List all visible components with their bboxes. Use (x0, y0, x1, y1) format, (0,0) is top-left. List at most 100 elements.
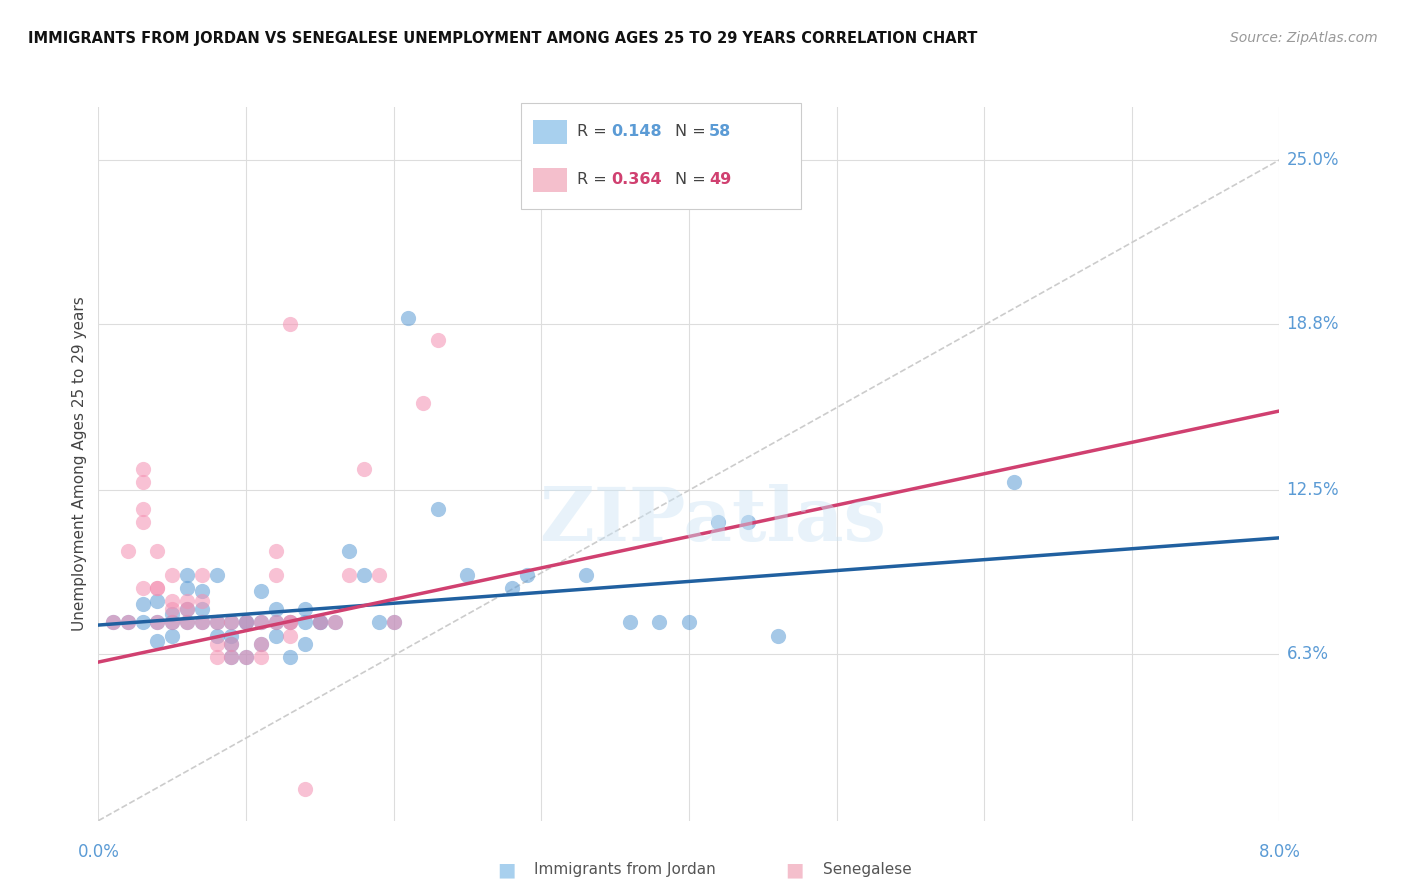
Point (205, 615, 228, 630)
Point (132, 581, 155, 595)
Point (219, 636, 242, 650)
Point (367, 615, 389, 630)
Point (353, 567, 375, 582)
Text: Immigrants from Jordan: Immigrants from Jordan (534, 863, 716, 877)
Point (278, 649, 301, 664)
Point (146, 544, 169, 558)
Point (132, 615, 155, 630)
Text: R =: R = (576, 172, 607, 187)
Point (250, 636, 273, 650)
Point (382, 615, 405, 630)
Point (264, 615, 287, 630)
Text: R =: R = (576, 124, 607, 139)
Point (191, 594, 214, 608)
Point (117, 615, 139, 630)
Point (162, 602, 183, 616)
Point (337, 567, 360, 582)
Text: 0.148: 0.148 (610, 124, 661, 139)
Point (191, 583, 214, 598)
Point (146, 634, 169, 648)
Point (162, 629, 183, 643)
Point (176, 567, 198, 582)
Point (278, 615, 301, 630)
Point (162, 567, 183, 582)
Point (766, 629, 789, 643)
Point (117, 544, 139, 558)
Point (162, 607, 183, 622)
Point (250, 615, 273, 630)
Text: 18.8%: 18.8% (1286, 315, 1339, 333)
Point (353, 462, 375, 476)
Point (235, 615, 257, 630)
Text: Senegalese: Senegalese (823, 863, 911, 877)
Point (219, 615, 242, 630)
Point (619, 615, 641, 630)
Point (250, 649, 273, 664)
Point (219, 649, 242, 664)
Point (191, 615, 214, 630)
Point (367, 567, 389, 582)
Point (412, 396, 434, 410)
Point (176, 615, 198, 630)
Point (205, 649, 228, 664)
Point (308, 615, 332, 630)
Point (219, 629, 242, 643)
Point (132, 501, 155, 516)
Point (117, 615, 139, 630)
Text: 6.3%: 6.3% (1286, 645, 1329, 663)
Text: N =: N = (675, 172, 706, 187)
Point (1002, 475, 1025, 490)
Point (162, 594, 183, 608)
Point (264, 615, 287, 630)
Point (205, 567, 228, 582)
Point (191, 615, 214, 630)
Point (219, 649, 242, 664)
Point (235, 649, 257, 664)
Point (146, 581, 169, 595)
Point (574, 567, 596, 582)
Point (162, 615, 183, 630)
Y-axis label: Unemployment Among Ages 25 to 29 years: Unemployment Among Ages 25 to 29 years (72, 296, 87, 632)
Point (235, 649, 257, 664)
Point (337, 544, 360, 558)
Point (191, 602, 214, 616)
Point (264, 544, 287, 558)
Point (278, 615, 301, 630)
Point (323, 615, 346, 630)
Point (426, 501, 449, 516)
Text: Source: ZipAtlas.com: Source: ZipAtlas.com (1230, 31, 1378, 45)
Point (250, 583, 273, 598)
Text: 25.0%: 25.0% (1286, 151, 1339, 169)
Point (678, 615, 700, 630)
Text: 58: 58 (709, 124, 731, 139)
Text: 8.0%: 8.0% (1258, 843, 1301, 861)
Point (278, 615, 301, 630)
Point (294, 636, 316, 650)
Point (205, 636, 228, 650)
Point (205, 629, 228, 643)
Text: ZIPatlas: ZIPatlas (538, 484, 886, 558)
Text: 0.0%: 0.0% (77, 843, 120, 861)
Point (176, 602, 198, 616)
Point (648, 615, 671, 630)
Point (132, 475, 155, 490)
Point (219, 615, 242, 630)
Point (294, 781, 316, 796)
Point (294, 615, 316, 630)
Text: IMMIGRANTS FROM JORDAN VS SENEGALESE UNEMPLOYMENT AMONG AGES 25 TO 29 YEARS CORR: IMMIGRANTS FROM JORDAN VS SENEGALESE UNE… (28, 31, 977, 46)
Point (426, 333, 449, 347)
Point (146, 581, 169, 595)
Text: N =: N = (675, 124, 706, 139)
Point (250, 636, 273, 650)
Point (264, 602, 287, 616)
Point (278, 629, 301, 643)
Point (250, 615, 273, 630)
Point (103, 615, 124, 630)
Point (382, 615, 405, 630)
Point (132, 515, 155, 529)
Point (308, 615, 332, 630)
Point (308, 615, 332, 630)
Point (501, 581, 523, 595)
Point (737, 515, 759, 529)
Point (162, 615, 183, 630)
